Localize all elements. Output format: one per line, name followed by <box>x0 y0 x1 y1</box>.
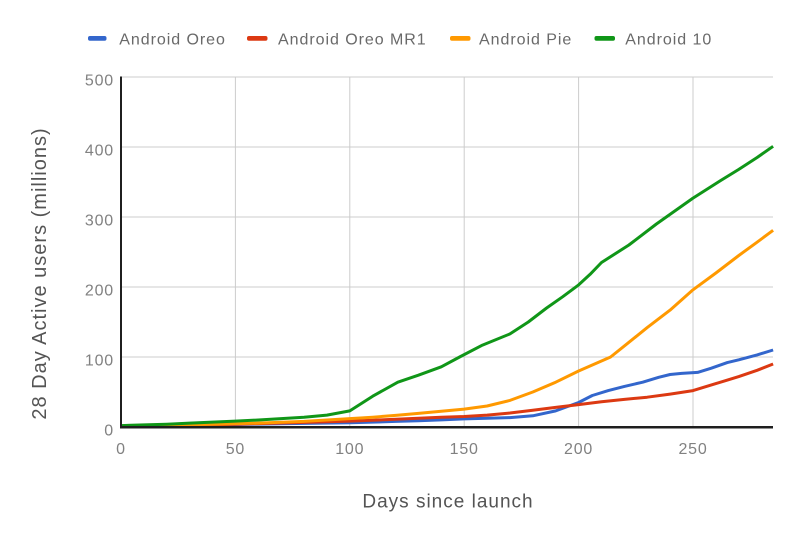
svg-text:200: 200 <box>85 282 114 299</box>
svg-text:0: 0 <box>116 441 126 458</box>
svg-text:Days since launch: Days since launch <box>362 492 533 513</box>
svg-text:400: 400 <box>85 142 114 159</box>
svg-text:28 Day Active users (millions): 28 Day Active users (millions) <box>29 127 51 419</box>
svg-text:100: 100 <box>335 441 364 458</box>
svg-text:Android Pie: Android Pie <box>479 31 572 48</box>
svg-text:150: 150 <box>450 441 479 458</box>
svg-text:100: 100 <box>85 352 114 369</box>
svg-text:Android Oreo: Android Oreo <box>119 31 226 48</box>
svg-text:0: 0 <box>104 422 114 439</box>
svg-text:500: 500 <box>85 72 114 89</box>
svg-text:200: 200 <box>564 441 593 458</box>
svg-text:300: 300 <box>85 212 114 229</box>
svg-text:50: 50 <box>226 441 245 458</box>
svg-text:Android Oreo MR1: Android Oreo MR1 <box>278 31 427 48</box>
svg-text:Android 10: Android 10 <box>625 31 712 48</box>
svg-text:250: 250 <box>678 441 707 458</box>
